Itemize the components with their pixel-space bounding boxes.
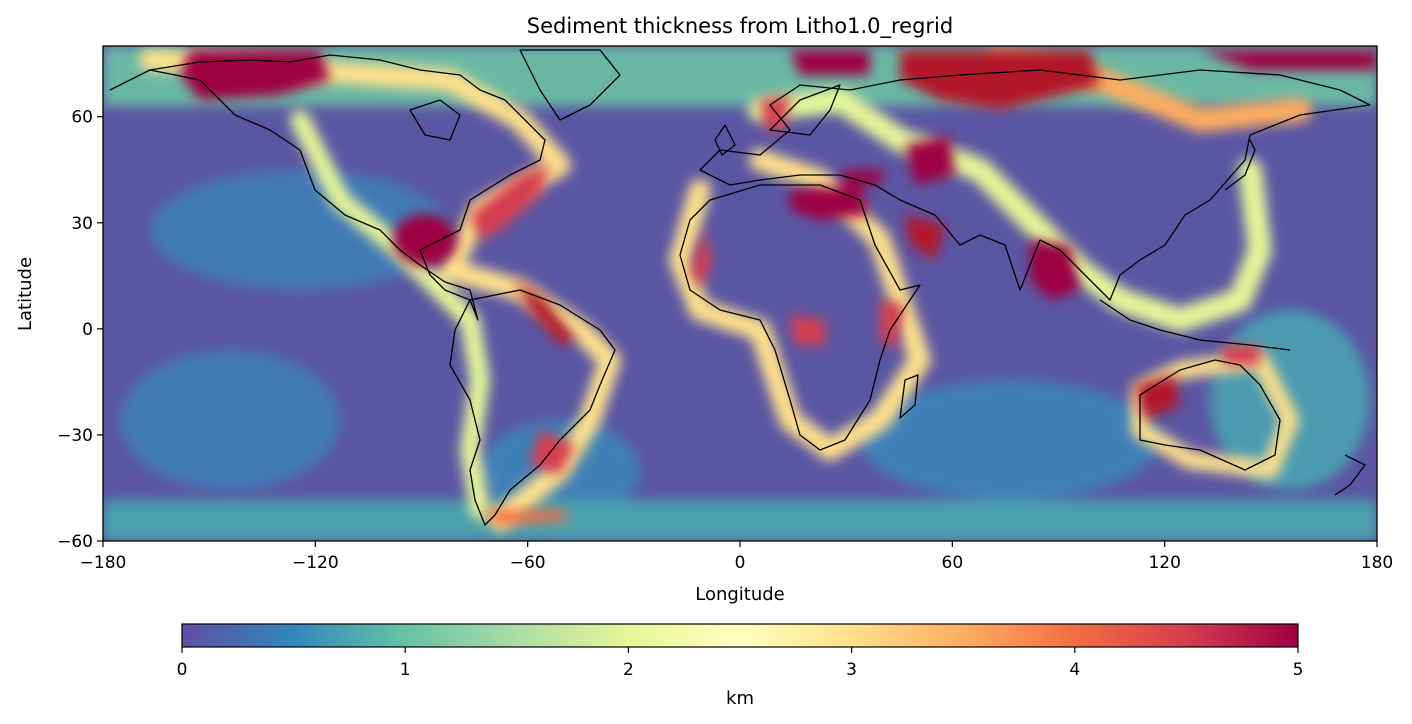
coastline-madagascar xyxy=(899,374,919,419)
y-tick-label: 30 xyxy=(71,214,93,234)
coastline-uk xyxy=(714,124,736,156)
coastline-southeast-asia xyxy=(1099,299,1291,351)
y-tick-label: 0 xyxy=(82,320,93,340)
colorbar-tick-label: 3 xyxy=(846,660,857,680)
coastline-africa xyxy=(679,184,921,451)
colorbar-ticks: 0 1 2 3 4 5 xyxy=(177,647,1304,680)
coastline-hudson-bay xyxy=(409,99,461,141)
colorbar-tick-label: 1 xyxy=(400,660,411,680)
coastlines xyxy=(109,49,1371,526)
y-axis-ticks: −60 −30 0 30 60 xyxy=(57,108,103,552)
x-axis-label: Longitude xyxy=(695,584,785,605)
y-axis-label: Latitude xyxy=(15,257,36,331)
coastline-scandinavia xyxy=(769,84,841,136)
ocean-texture xyxy=(103,46,1377,541)
x-tick-label: −60 xyxy=(510,553,546,573)
colorbar-tick-label: 4 xyxy=(1069,660,1080,680)
coastline-australia xyxy=(1139,359,1281,471)
coastline-north-america xyxy=(109,54,546,321)
x-tick-label: −180 xyxy=(80,553,127,573)
x-tick-label: −120 xyxy=(292,553,339,573)
colorbar-tick-label: 2 xyxy=(623,660,634,680)
coastline-greenland xyxy=(519,49,621,121)
sediment-field xyxy=(103,46,1377,541)
thick-sediment xyxy=(180,50,1377,525)
y-tick-label: −30 xyxy=(57,426,93,446)
x-tick-label: 180 xyxy=(1361,553,1393,573)
colorbar-tick-label: 0 xyxy=(177,660,188,680)
coastline-new-zealand xyxy=(1334,454,1366,496)
coastline-japan xyxy=(1224,139,1256,191)
colorbar-gradient xyxy=(181,623,1299,648)
colorbar-label: km xyxy=(726,688,754,709)
figure-title: Sediment thickness from Litho1.0_regrid xyxy=(527,14,953,39)
map-axes: −180 −120 −60 0 60 120 180 −60 −30 0 30 60 xyxy=(57,45,1393,573)
x-tick-label: 0 xyxy=(735,553,746,573)
coastline-eurasia xyxy=(699,69,1371,301)
colorbar-tick-label: 5 xyxy=(1293,660,1304,680)
x-tick-label: 120 xyxy=(1148,553,1180,573)
coastline-south-america xyxy=(449,289,616,526)
x-axis-ticks: −180 −120 −60 0 60 120 180 xyxy=(80,541,1393,573)
y-tick-label: 60 xyxy=(71,108,93,128)
colorbar: 0 1 2 3 4 5 km xyxy=(177,623,1304,709)
x-tick-label: 60 xyxy=(942,553,964,573)
y-tick-label: −60 xyxy=(57,532,93,552)
